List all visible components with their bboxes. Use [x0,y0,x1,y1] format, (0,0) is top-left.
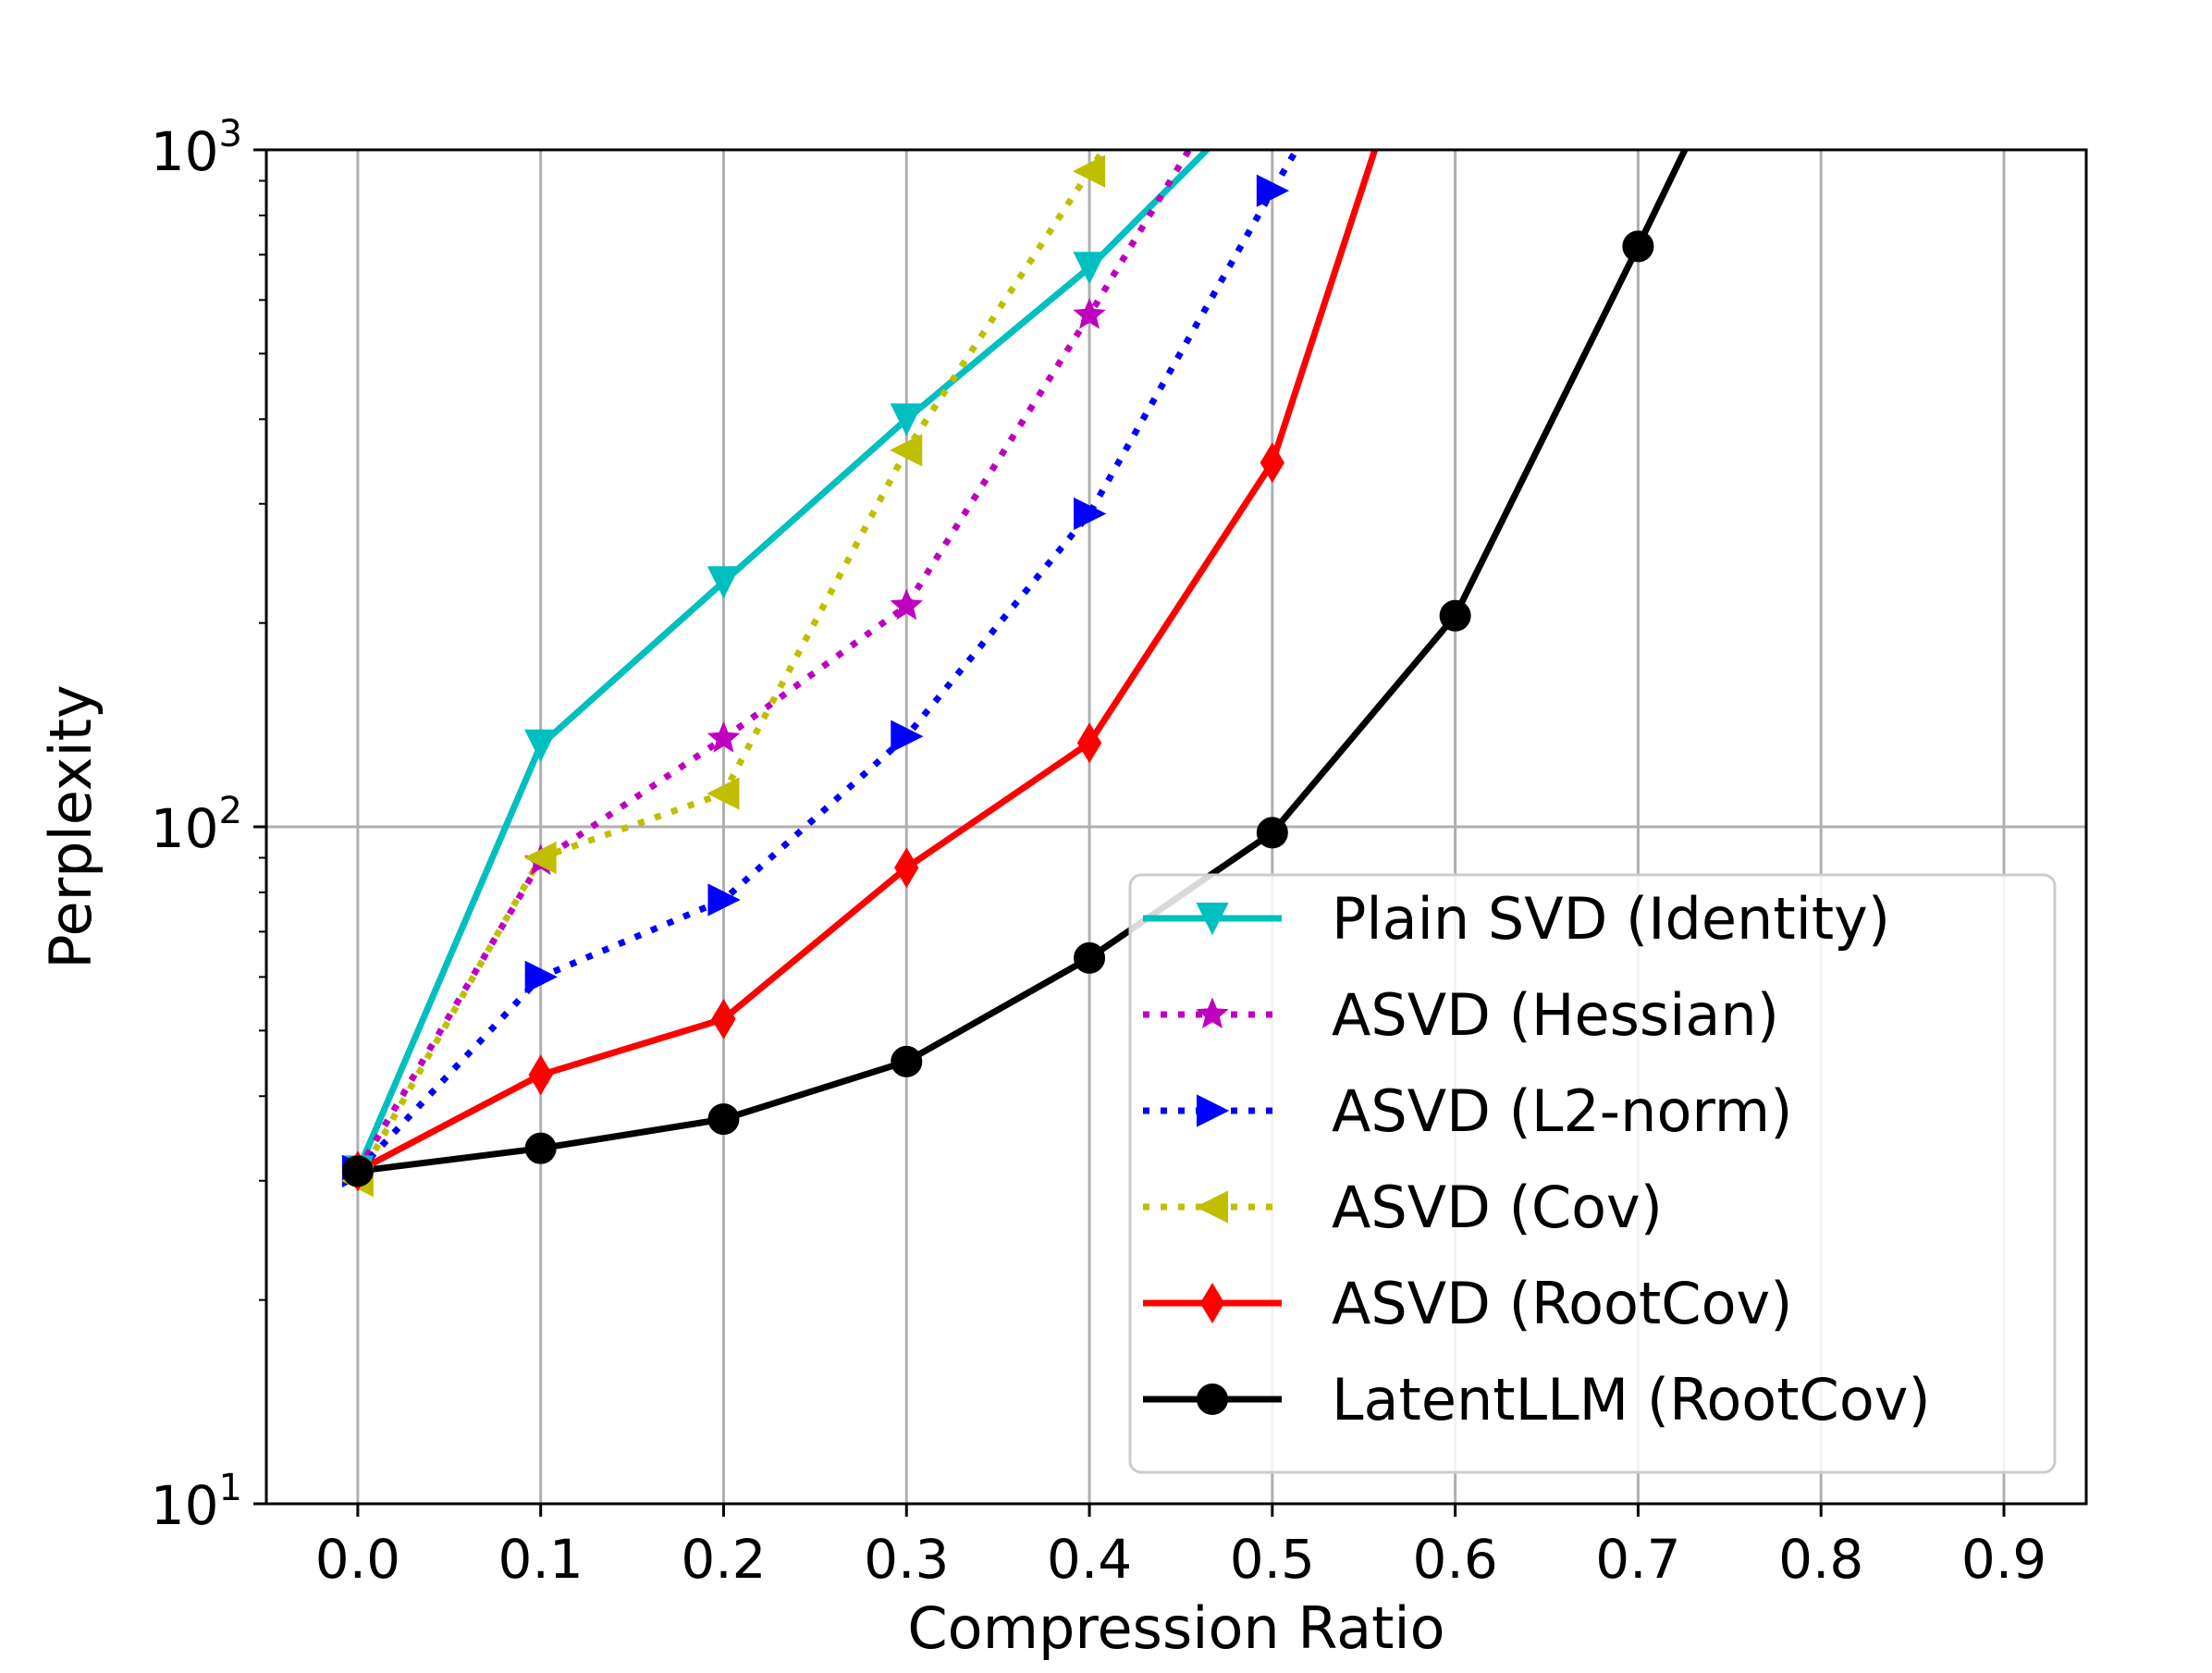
data-point-asvd-hessian [890,588,923,621]
data-point-asvd-rootcov [1260,442,1285,484]
x-tick-label: 0.1 [498,1528,584,1591]
data-point-asvd-rootcov [711,998,736,1039]
data-point-asvd-l2-norm [891,720,924,753]
data-point-asvd-cov [890,434,923,467]
y-tick-label: 101 [151,1467,242,1537]
legend-marker-asvd-cov [1195,1190,1228,1224]
legend-label-latentllm-rootcov: LatentLLM (RootCov) [1332,1366,1931,1433]
data-point-asvd-l2-norm [1074,497,1107,531]
data-point-plain-svd-identity [1073,252,1106,285]
axis-ticks: 0.0 0.1 0.2 0.3 0.4 0.5 0.6 0.7 0.8 0.9 103 102 101 [151,113,2046,1591]
data-point-plain-svd-identity [890,403,923,437]
data-point-latentllm-rootcov [341,1155,374,1187]
y-axis-label: Perplexity [37,684,104,968]
data-point-latentllm-rootcov [524,1132,557,1164]
y-tick-label: 102 [151,790,242,860]
data-point-asvd-l2-norm [707,883,741,916]
data-point-latentllm-rootcov [1439,599,1471,632]
data-point-asvd-rootcov [528,1054,553,1096]
legend-marker-asvd-l2-norm [1197,1094,1230,1127]
x-tick-label: 0.4 [1047,1528,1132,1591]
data-point-asvd-cov [1072,154,1106,188]
legend-box [1128,873,2057,1474]
legend-label-asvd-l2-norm: ASVD (L2-norm) [1332,1077,1792,1145]
x-tick-label: 0.5 [1230,1528,1315,1591]
legend-label-plain-svd-identity: Plain SVD (Identity) [1332,885,1890,953]
x-tick-label: 0.0 [315,1528,400,1591]
x-tick-label: 0.3 [864,1528,949,1591]
series-markers [340,154,1654,1198]
legend-marker-plain-svd-identity [1196,903,1229,936]
data-point-latentllm-rootcov [707,1103,740,1136]
data-point-asvd-cov [707,777,740,810]
data-point-asvd-rootcov [1076,722,1102,764]
x-tick-label: 0.9 [1961,1528,2046,1591]
series-line-asvd-hessian [354,150,1193,1174]
y-tick-label: 103 [151,113,242,183]
legend-marker-latentllm-rootcov [1197,1384,1228,1415]
x-tick-label: 0.2 [681,1528,766,1591]
x-tick-label: 0.7 [1595,1528,1680,1591]
legend: Plain SVD (Identity) ASVD (Hessian) ASVD (… [1128,873,2057,1474]
legend-marker-asvd-rootcov [1199,1283,1225,1323]
legend-label-asvd-hessian: ASVD (Hessian) [1332,981,1779,1049]
x-tick-label: 0.8 [1778,1528,1863,1591]
data-point-asvd-cov [523,841,557,875]
data-point-latentllm-rootcov [1622,230,1654,263]
legend-label-asvd-rootcov: ASVD (RootCov) [1332,1270,1792,1337]
data-point-asvd-l2-norm [524,960,558,994]
x-tick-label: 0.6 [1413,1528,1498,1591]
data-point-latentllm-rootcov [1074,941,1106,974]
data-point-latentllm-rootcov [1256,817,1288,849]
data-point-plain-svd-identity [707,566,741,599]
x-axis-label: Compression Ratio [907,1594,1444,1662]
data-point-latentllm-rootcov [891,1045,923,1077]
data-point-asvd-l2-norm [1256,174,1290,207]
data-point-plain-svd-identity [524,729,558,762]
series-line-asvd-cov [354,150,1108,1183]
data-point-asvd-hessian [1073,298,1106,329]
data-point-asvd-hessian [707,720,741,753]
legend-marker-asvd-hessian [1196,997,1229,1029]
data-point-asvd-rootcov [894,847,919,889]
series-line-plain-svd-identity [354,150,1212,1173]
legend-label-asvd-cov: ASVD (Cov) [1332,1174,1663,1241]
